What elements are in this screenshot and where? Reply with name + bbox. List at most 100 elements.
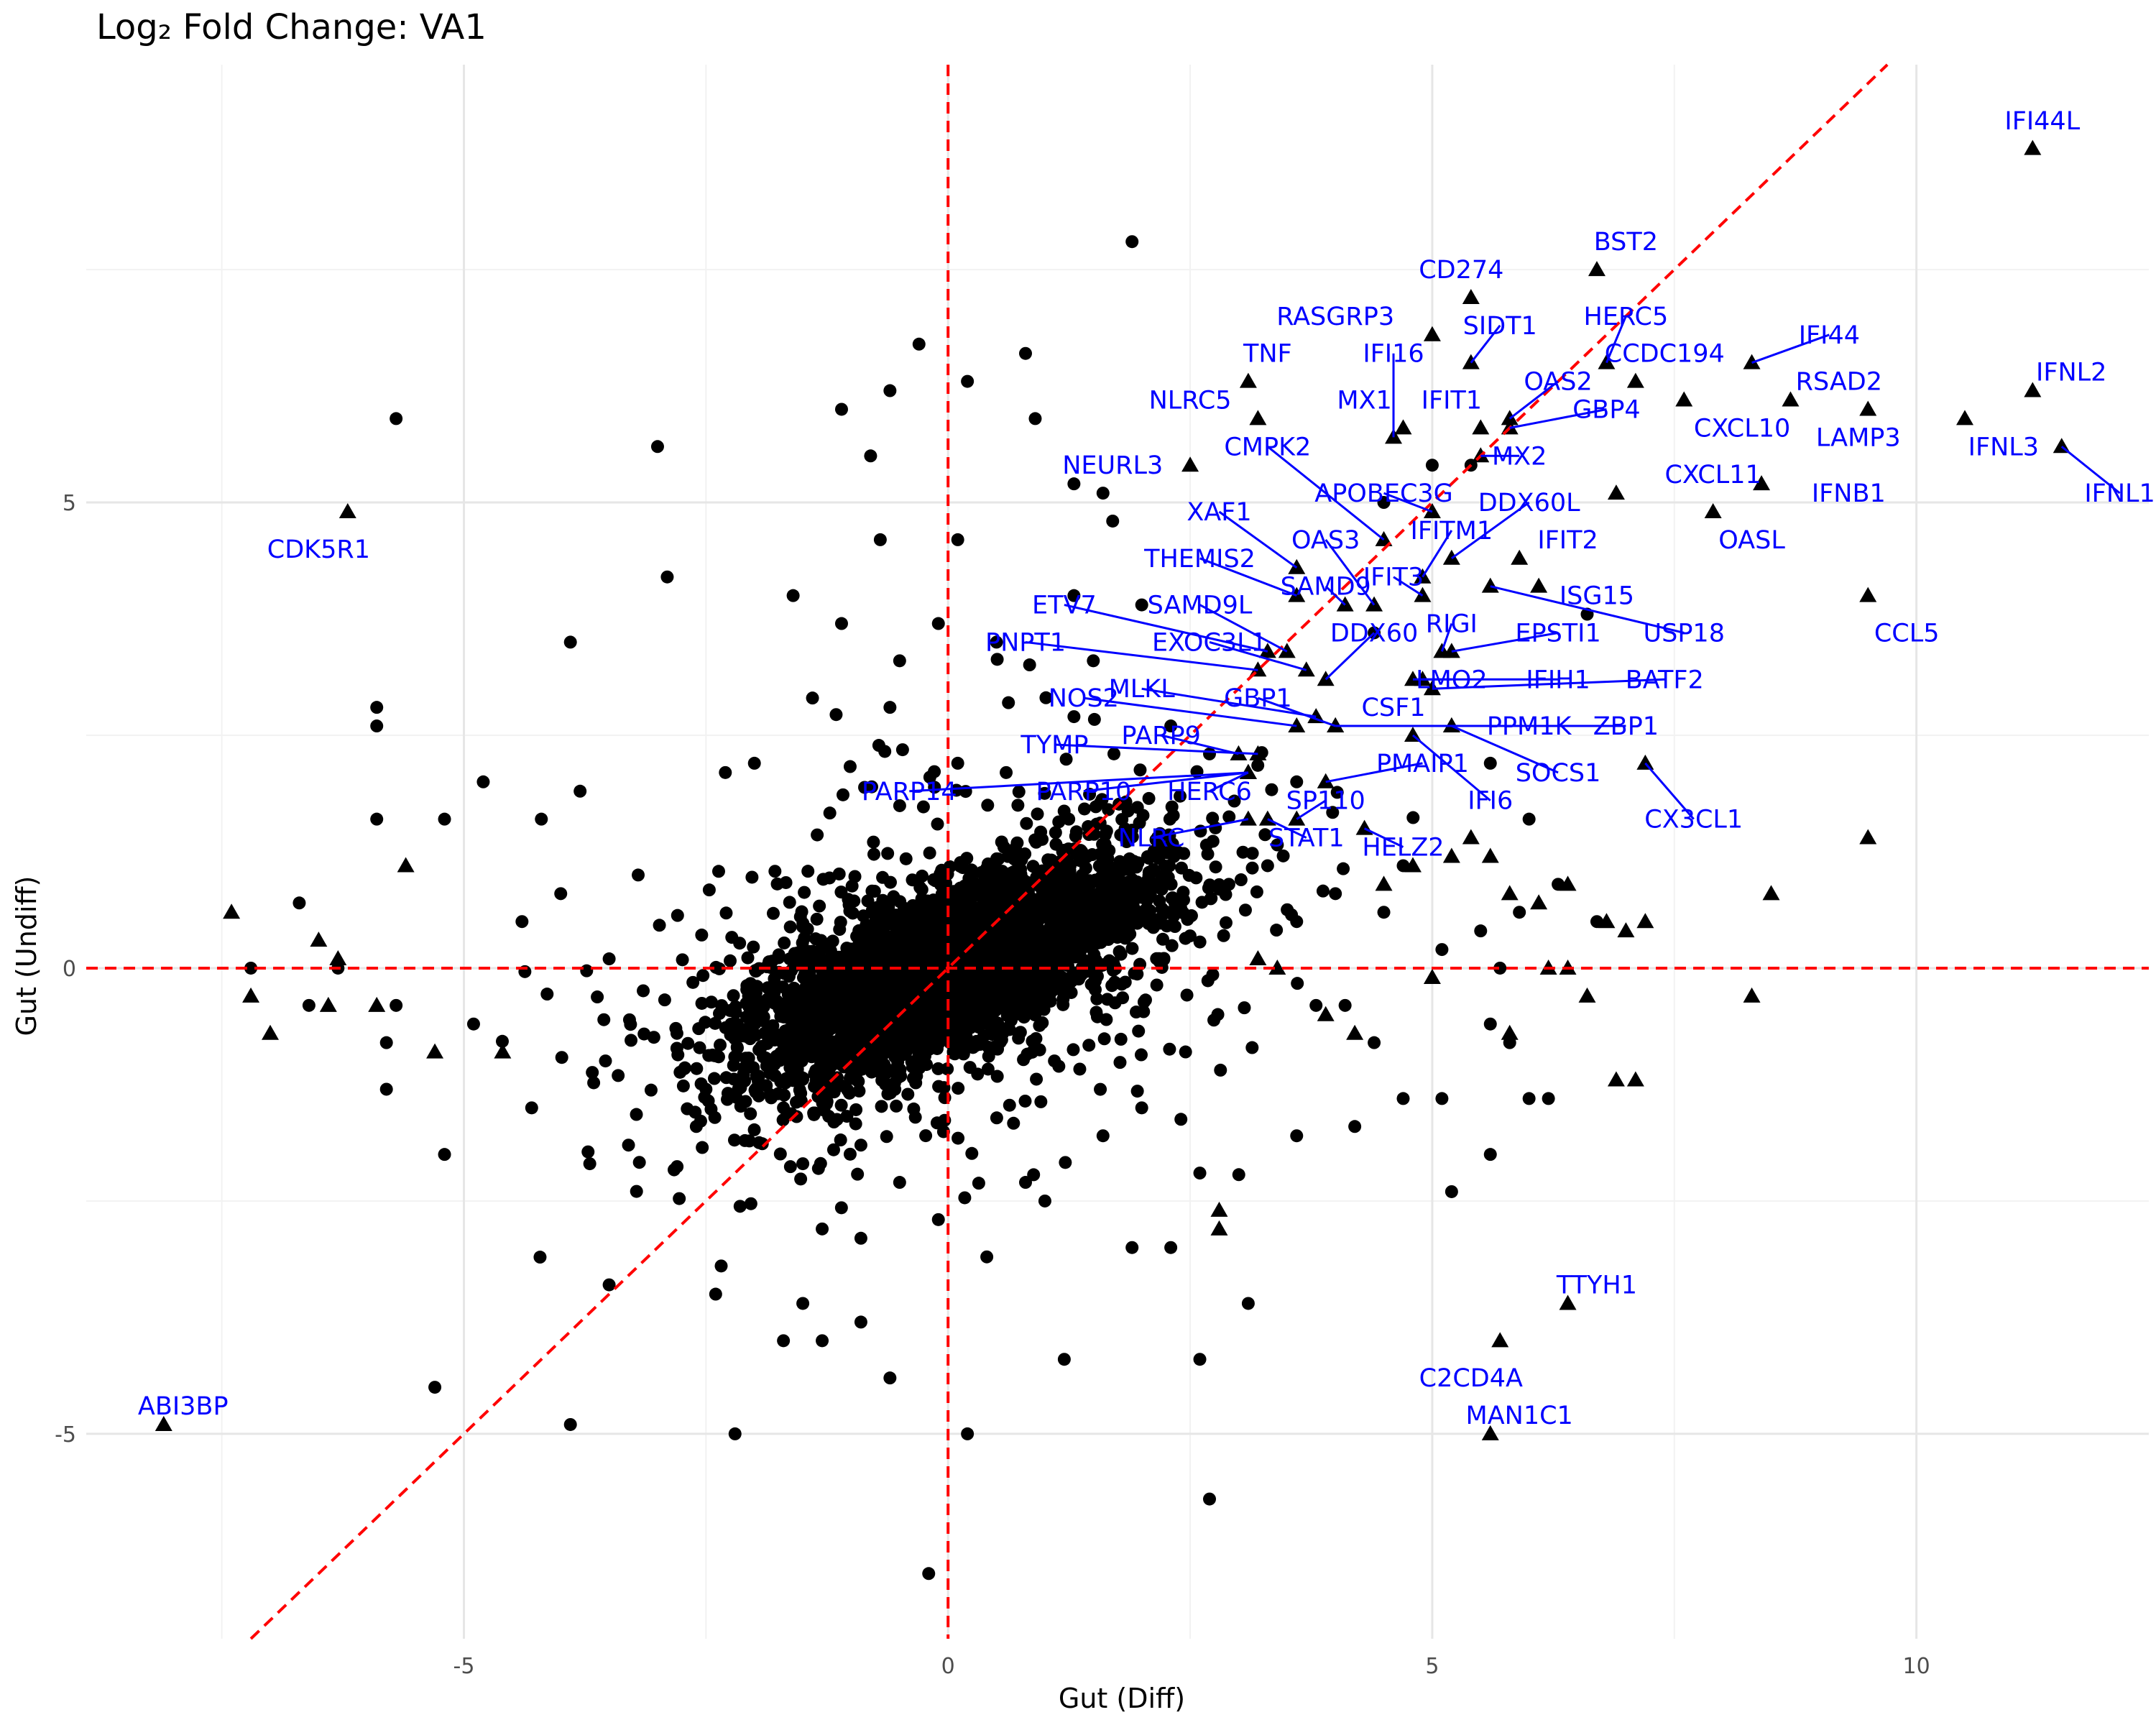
background-point <box>811 828 824 842</box>
background-point <box>773 998 787 1012</box>
gene-label-cx3cl1: CX3CL1 <box>1644 806 1743 834</box>
leader-line-apobec3g <box>1383 492 1433 513</box>
triangle-point <box>1423 968 1441 984</box>
background-point <box>884 1064 898 1077</box>
background-point <box>897 949 911 963</box>
labeled-point-rasgrp3 <box>1423 326 1441 341</box>
background-point <box>1123 852 1136 865</box>
background-point <box>890 1099 903 1113</box>
background-point <box>834 1133 847 1147</box>
background-point <box>946 1045 960 1059</box>
background-point <box>540 988 554 1001</box>
background-point <box>555 1051 568 1064</box>
background-point <box>727 989 740 1003</box>
data-point <box>1338 998 1352 1012</box>
background-point <box>878 992 892 1006</box>
leader-line-oas3 <box>1325 538 1376 606</box>
leader-line-parp14 <box>909 771 1248 793</box>
background-point <box>1102 933 1115 947</box>
background-point <box>772 1033 786 1046</box>
background-point <box>952 1131 965 1145</box>
data-point <box>1028 412 1042 426</box>
data-point <box>1290 775 1304 788</box>
background-point <box>952 906 966 920</box>
background-point <box>599 1054 612 1068</box>
gene-label-oasl: OASL <box>1718 526 1785 555</box>
labeled-point-ccdc194 <box>1626 372 1644 388</box>
gene-label-cd274: CD274 <box>1419 256 1503 285</box>
background-point <box>1059 753 1073 766</box>
background-point <box>770 1055 783 1069</box>
gene-label-gbp4: GBP4 <box>1572 395 1641 424</box>
data-point <box>1522 812 1536 826</box>
background-point <box>794 1094 808 1108</box>
background-point <box>1165 939 1179 952</box>
background-point <box>931 817 944 831</box>
background-point <box>1165 891 1179 905</box>
labeled-point-rsad2 <box>1782 391 1800 407</box>
background-point <box>1031 914 1045 928</box>
background-point <box>929 1023 942 1036</box>
data-point <box>244 961 258 975</box>
background-point <box>952 1082 965 1095</box>
background-point <box>1025 953 1038 967</box>
triangle-point <box>1210 1220 1228 1236</box>
background-point <box>840 1110 854 1123</box>
background-point <box>1156 845 1170 859</box>
gene-label-herc6: HERC6 <box>1167 778 1252 806</box>
background-point <box>1003 1098 1016 1112</box>
background-point <box>709 1016 722 1030</box>
background-point <box>901 1087 915 1101</box>
background-point <box>1018 1094 1032 1108</box>
background-point <box>1245 861 1259 875</box>
data-point <box>1087 654 1100 668</box>
background-point <box>1133 891 1147 904</box>
background-point <box>1330 786 1344 799</box>
gene-label-gbp1: GBP1 <box>1224 684 1292 713</box>
background-point <box>704 995 718 1009</box>
background-point <box>795 905 808 919</box>
background-point <box>796 1072 810 1086</box>
background-point <box>1059 1156 1072 1169</box>
labeled-point-nlrc5 <box>1249 410 1267 426</box>
background-point <box>844 1016 857 1030</box>
background-point <box>793 1083 806 1097</box>
data-point <box>379 1082 393 1096</box>
triangle-point <box>1462 829 1480 845</box>
labeled-point-c2cd4a <box>1491 1332 1509 1348</box>
gene-label-helz2: HELZ2 <box>1362 834 1444 862</box>
gene-label-themis2: THEMIS2 <box>1143 545 1256 574</box>
gene-label-lmo2: LMO2 <box>1416 666 1488 694</box>
gene-label-tymp: TYMP <box>1020 731 1088 760</box>
background-point <box>1137 1005 1151 1018</box>
background-point <box>822 1110 836 1123</box>
data-point <box>1106 514 1120 528</box>
background-point <box>1012 785 1026 799</box>
background-point <box>809 932 823 946</box>
data-point <box>390 998 403 1012</box>
x-tick-label: 0 <box>941 1654 955 1679</box>
data-point <box>1096 1129 1110 1143</box>
background-point <box>1134 878 1148 892</box>
labeled-point-bst2 <box>1588 261 1606 277</box>
background-point <box>750 1070 763 1083</box>
leader-line-themis2 <box>1199 557 1297 597</box>
background-point <box>833 1021 847 1035</box>
background-point <box>936 949 950 963</box>
data-point <box>961 1427 975 1440</box>
background-point <box>807 1106 821 1120</box>
triangle-point <box>1743 987 1761 1003</box>
background-point <box>1067 1043 1080 1057</box>
background-point <box>673 1192 686 1205</box>
background-point <box>1097 1032 1111 1046</box>
gene-label-pmaip1: PMAIP1 <box>1376 750 1469 778</box>
triangle-point <box>1626 1071 1644 1087</box>
background-point <box>647 1031 660 1044</box>
background-point <box>1091 887 1105 901</box>
gene-label-ifi6: IFI6 <box>1468 787 1513 816</box>
background-point <box>872 739 885 753</box>
labeled-point-ifit2 <box>1511 549 1529 565</box>
background-point <box>861 894 875 908</box>
data-point <box>535 812 548 826</box>
background-point <box>1234 873 1248 887</box>
